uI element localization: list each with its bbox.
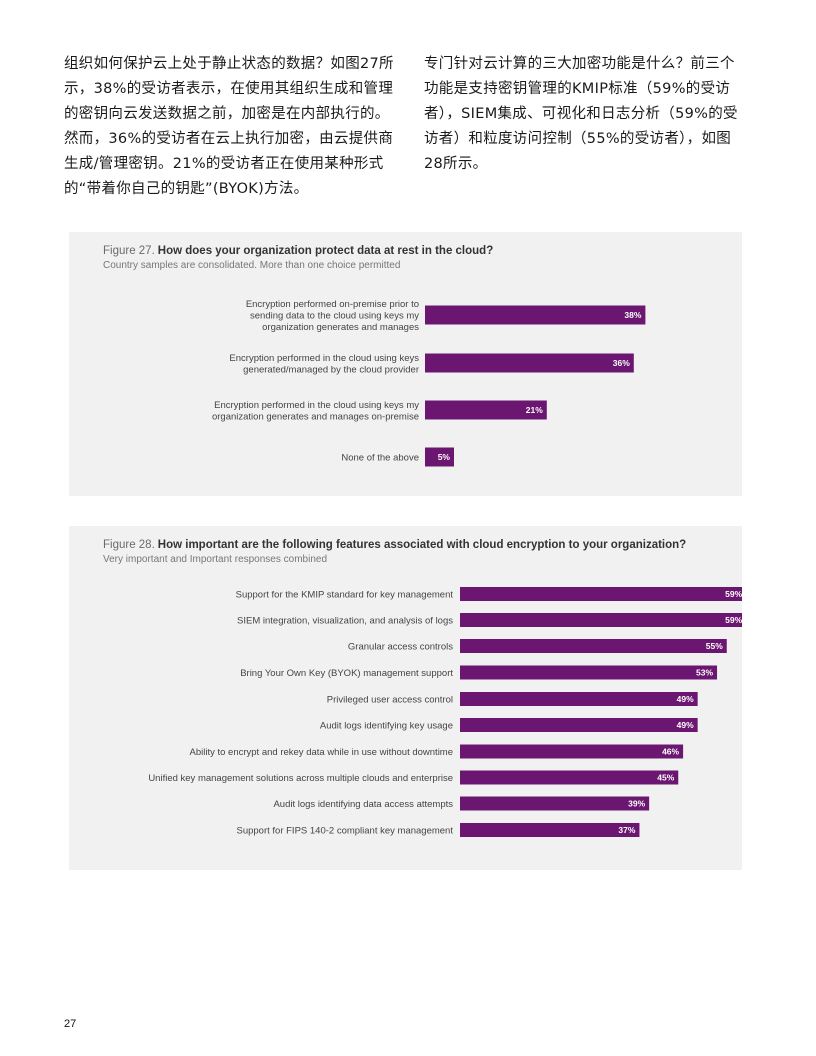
- figure-28-category-label-8: Unified key management solutions across …: [148, 773, 453, 784]
- figure-27-value-label-2: 36%: [613, 358, 630, 368]
- figure-27-category-label-4: None of the above: [341, 453, 419, 464]
- figure-28-value-label-6: 49%: [677, 720, 694, 730]
- figure-27-subtitle: Country samples are consolidated. More t…: [103, 260, 401, 271]
- figure-28-number: Figure 28.: [103, 539, 155, 551]
- figure-28-bar-5: [460, 692, 698, 706]
- figure-28-value-label-8: 45%: [657, 773, 674, 783]
- figure-28-bar-7: [460, 744, 684, 759]
- figure-27-category-label-3: Encryption performed in the cloud using …: [212, 400, 419, 423]
- figure-28-value-label-9: 39%: [628, 799, 645, 809]
- figure-28-value-label-4: 53%: [696, 668, 713, 678]
- figure-28-value-label-2: 59%: [725, 615, 742, 625]
- figure-28-value-label-10: 37%: [618, 825, 635, 835]
- figure-28-category-label-4: Bring Your Own Key (BYOK) management sup…: [240, 668, 453, 679]
- figure-28-subtitle: Very important and Important responses c…: [103, 554, 328, 565]
- figure-28-bar-10: [460, 823, 640, 837]
- figure-27-value-label-4: 5%: [438, 452, 451, 462]
- figure-28-bar-1: [460, 587, 742, 601]
- figure-27-bar-1: [425, 305, 646, 325]
- figure-28-title: How important are the following features…: [157, 539, 687, 551]
- figure-28-category-label-2: SIEM integration, visualization, and ana…: [237, 616, 453, 627]
- figure-28-category-label-3: Granular access controls: [348, 642, 453, 653]
- figure-28-category-label-5: Privileged user access control: [327, 695, 453, 706]
- figure-28-bar-6: [460, 718, 698, 732]
- figure-28-bar-4: [460, 665, 718, 680]
- figure-27-category-label-1: Encryption performed on-premise prior to…: [246, 299, 419, 333]
- figure-27-bar-3: [425, 400, 547, 420]
- figure-28-category-label-6: Audit logs identifying key usage: [320, 721, 453, 732]
- figure-28-heading: Figure 28. How important are the followin…: [103, 539, 686, 551]
- figure-27-number: Figure 27.: [103, 245, 155, 257]
- figure-28-value-label-3: 55%: [706, 641, 723, 651]
- figure-28-category-label-1: Support for the KMIP standard for key ma…: [236, 590, 454, 601]
- figure-27-panel: Figure 27. How does your organization pro…: [69, 232, 742, 496]
- figure-27-value-label-1: 38%: [624, 310, 641, 320]
- figure-27-category-label-2: Encryption performed in the cloud using …: [229, 353, 419, 376]
- figure-28-value-label-1: 59%: [725, 589, 742, 599]
- body-text-right: 专门针对云计算的三大加密功能是什么？前三个功能是支持密钥管理的KMIP标准（59…: [424, 56, 738, 172]
- figure-28-value-label-5: 49%: [677, 694, 694, 704]
- body-text-left: 组织如何保护云上处于静止状态的数据？如图27所示，38%的受访者表示，在使用其组…: [64, 56, 394, 197]
- page-number: 27: [64, 1018, 77, 1030]
- figure-28-bar-9: [460, 796, 650, 811]
- figure-28-bar-2: [460, 613, 742, 627]
- figure-27-bar-4: [425, 447, 454, 467]
- figure-27-bar-2: [425, 353, 634, 373]
- figure-28-value-label-7: 46%: [662, 747, 679, 757]
- figure-28-category-label-10: Support for FIPS 140-2 compliant key man…: [236, 826, 453, 837]
- figure-27-title: How does your organization protect data …: [157, 245, 494, 257]
- figure-28-category-label-7: Ability to encrypt and rekey data while …: [190, 747, 454, 758]
- figure-27-value-label-3: 21%: [526, 405, 543, 415]
- figure-28-chart: 59% Support for the KMIP standard for key…: [148, 587, 742, 837]
- figure-27-chart: 38% Encryption performed on-premise prior…: [212, 299, 646, 467]
- figure-28-category-label-9: Audit logs identifying data access attem…: [273, 799, 453, 810]
- figure-28-bar-3: [460, 639, 727, 653]
- figure-28-panel: Figure 28. How important are the followin…: [69, 526, 742, 870]
- figure-28-bar-8: [460, 770, 679, 785]
- figure-27-heading: Figure 27. How does your organization pro…: [103, 245, 493, 257]
